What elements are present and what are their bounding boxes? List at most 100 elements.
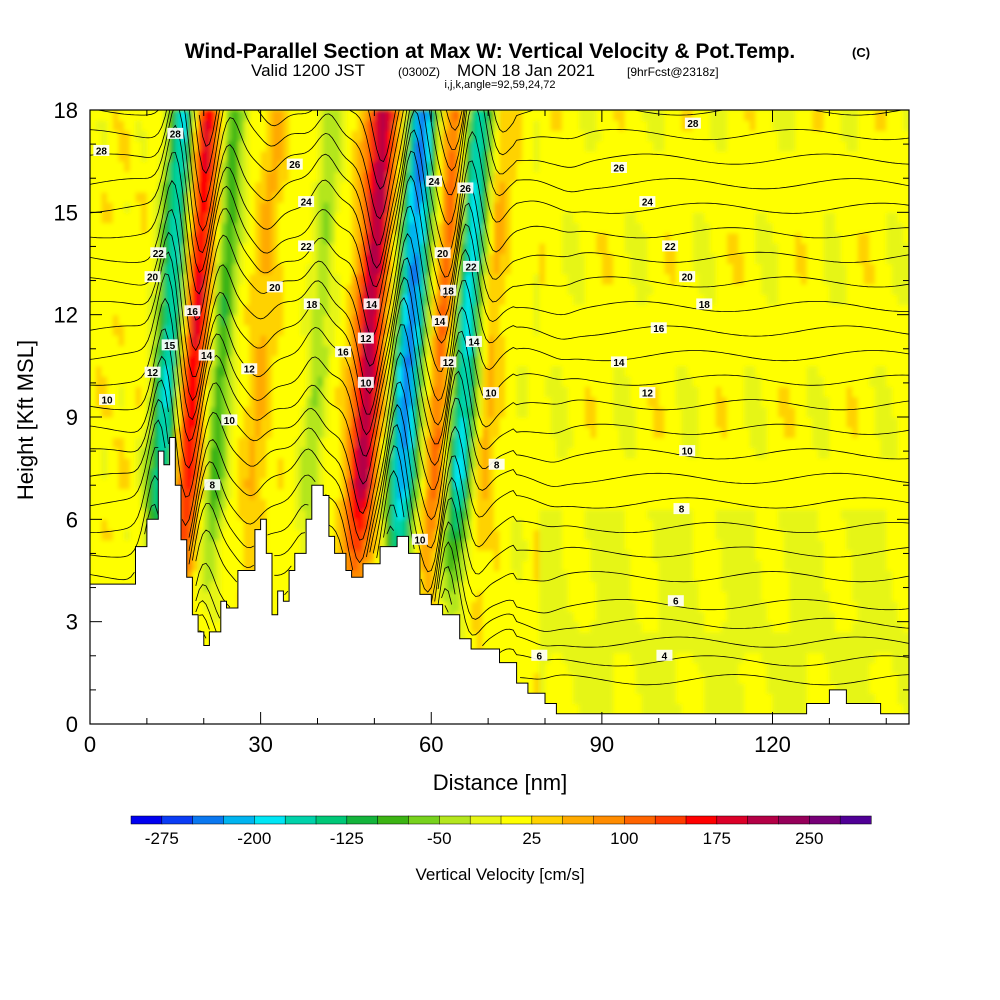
subtitle-date: MON 18 Jan 2021: [457, 61, 595, 80]
colorbar-tick-label: 175: [703, 829, 731, 848]
contour-label: 14: [198, 349, 215, 362]
contour-label: 20: [266, 281, 283, 294]
colorbar-label: Vertical Velocity [cm/s]: [415, 865, 584, 884]
theta-contour: [195, 566, 909, 648]
theta-contour: [90, 129, 909, 311]
colorbar-swatch: [685, 815, 718, 825]
contour-label-text: 4: [662, 651, 668, 662]
x-tick-label: 30: [248, 732, 272, 757]
contour-label: 14: [465, 335, 482, 348]
contour-label-text: 28: [170, 129, 182, 140]
contour-label-text: 18: [306, 300, 318, 311]
contour-label-text: 10: [485, 389, 497, 400]
theta-contour: [90, 297, 909, 485]
contour-label-text: 10: [360, 378, 372, 389]
terrain: [90, 437, 909, 724]
subtitle-valid-time: Valid 1200 JST: [251, 61, 365, 80]
contour-label-text: 10: [102, 395, 114, 406]
contour-label: 6: [531, 649, 548, 662]
theta-contour: [90, 150, 909, 337]
contour-label: 12: [639, 387, 656, 400]
contour-label-text: 24: [301, 198, 313, 209]
colorbar-swatch: [809, 815, 841, 825]
colorbar-swatch: [562, 815, 595, 825]
theta-contour: [90, 174, 909, 367]
contour-label-text: 18: [443, 286, 455, 297]
contour-label-text: 12: [642, 389, 654, 400]
theta-contour: [90, 381, 909, 564]
theta-contour: [90, 110, 909, 269]
contour-label: 12: [144, 366, 161, 379]
contour-label: 28: [684, 117, 701, 130]
contour-label: 10: [357, 376, 374, 389]
theta-contour: [90, 351, 909, 541]
contour-label: 20: [144, 271, 161, 284]
chart-title: Wind-Parallel Section at Max W: Vertical…: [185, 40, 870, 63]
contour-label: 10: [679, 445, 696, 458]
theta-contour: [90, 110, 909, 220]
contour-label: 20: [434, 247, 451, 260]
contour-label: 15: [161, 339, 178, 352]
contour-label-text: 22: [665, 242, 677, 253]
contour-label-text: 8: [210, 481, 216, 492]
theta-contours: [90, 110, 909, 686]
colorbar-swatch: [284, 815, 317, 825]
contour-label-text: 6: [673, 597, 679, 608]
theta-contour: [90, 233, 909, 415]
y-tick-label: 9: [66, 405, 78, 430]
theta-contour: [198, 110, 463, 163]
contour-label: 24: [639, 196, 656, 209]
contour-label: 8: [488, 458, 505, 471]
contour-label-text: 22: [301, 242, 313, 253]
contour-label-text: 14: [366, 300, 378, 311]
colorbar-swatch: [254, 815, 286, 825]
contour-label-text: 24: [429, 177, 441, 188]
y-axis-label: Height [Kft MSL]: [13, 340, 38, 500]
contour-label-text: 26: [460, 184, 472, 195]
colorbar-swatch: [408, 815, 440, 825]
contour-label-text: 26: [289, 160, 301, 171]
colorbar-swatch: [716, 815, 749, 825]
contour-label: 26: [457, 182, 474, 195]
colorbar-swatch: [747, 815, 780, 825]
contour-label-text: 26: [613, 163, 625, 174]
colorbar-swatch: [469, 815, 502, 825]
contour-label: 10: [221, 414, 238, 427]
contour-label: 8: [204, 479, 221, 492]
theta-contour: [199, 587, 909, 667]
contour-label: 10: [99, 393, 116, 406]
contour-label: 22: [150, 247, 167, 260]
contour-label: 18: [696, 298, 713, 311]
contour-label: 10: [411, 533, 428, 546]
contour-label-text: 24: [642, 198, 654, 209]
colorbar-swatch: [192, 815, 225, 825]
contour-label-text: 22: [153, 249, 165, 260]
contour-label: 26: [610, 161, 627, 174]
colorbar-tick-label: 100: [610, 829, 638, 848]
contour-label-text: 12: [443, 358, 455, 369]
contour-label: 26: [286, 158, 303, 171]
contour-label: 14: [363, 298, 380, 311]
colorbar-swatch: [500, 815, 533, 825]
contour-label-text: 28: [687, 119, 699, 130]
velocity-field: [90, 110, 909, 724]
colorbar-swatch: [130, 815, 163, 825]
theta-contour: [90, 257, 909, 436]
contour-label: 18: [303, 298, 320, 311]
colorbar-swatch: [531, 815, 564, 825]
contour-label-text: 14: [613, 358, 625, 369]
colorbar-tick-label: -200: [237, 829, 271, 848]
y-tick-label: 18: [54, 98, 78, 123]
contour-label-text: 14: [201, 351, 213, 362]
colorbar-swatch: [161, 815, 194, 825]
chart-subtitle: Valid 1200 JST (0300Z) MON 18 Jan 2021 […: [251, 61, 719, 91]
contour-label-text: 10: [414, 535, 426, 546]
colorbar-swatch: [377, 815, 410, 825]
contour-label: 12: [440, 356, 457, 369]
title-copyright-mark: (C): [852, 45, 870, 60]
theta-contour: [95, 110, 904, 190]
colorbar-swatch: [593, 815, 625, 825]
x-tick-label: 90: [590, 732, 614, 757]
contour-label-text: 6: [537, 651, 543, 662]
contour-label: 10: [482, 387, 499, 400]
